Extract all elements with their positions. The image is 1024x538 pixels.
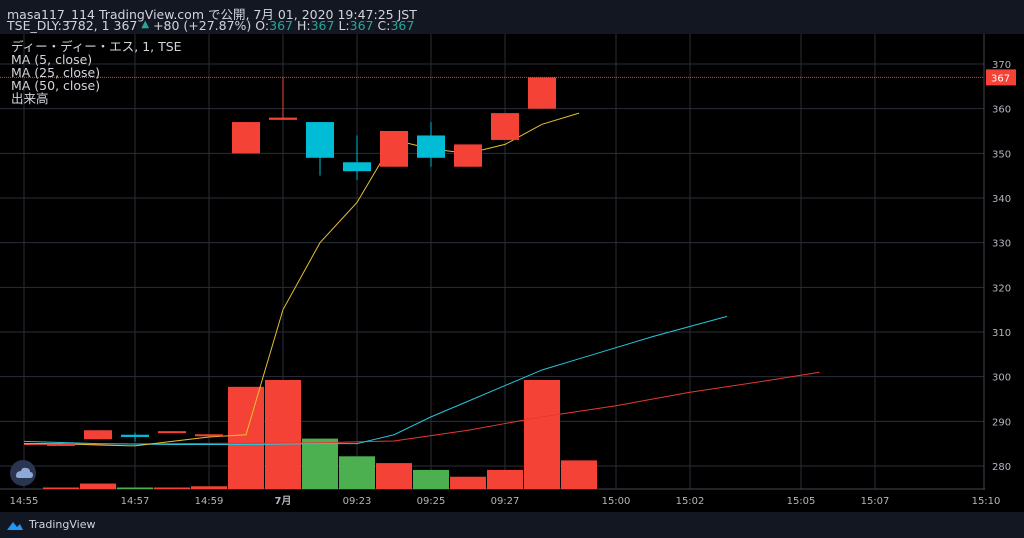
- series-title[interactable]: ディー・ディー・エス, 1, TSE: [11, 39, 182, 54]
- symbol-price: TSE_DLY:3782, 1 367: [7, 18, 138, 33]
- tradingview-brand[interactable]: TradingView: [6, 518, 95, 531]
- candle-body: [380, 131, 408, 167]
- x-tick-label: 15:10: [972, 496, 1001, 507]
- tradingview-logo-button[interactable]: [10, 460, 36, 486]
- legend-volume[interactable]: 出来高: [11, 91, 49, 106]
- x-tick-label: 09:23: [343, 496, 372, 507]
- candle-body: [232, 122, 260, 154]
- volume-bar: [228, 386, 264, 489]
- brand-label: TradingView: [29, 518, 96, 531]
- candle-body: [491, 113, 519, 140]
- x-tick-label: 15:02: [676, 496, 705, 507]
- volume-bar: [561, 460, 597, 489]
- low-value: 367: [349, 18, 374, 33]
- price-axis-bg: [985, 34, 1024, 512]
- open-value: 367: [269, 18, 293, 33]
- legend-ma25[interactable]: MA (25, close): [11, 65, 101, 80]
- x-tick-label: 14:59: [195, 496, 224, 507]
- high-label: H:: [296, 18, 311, 33]
- y-tick-label: 280: [992, 462, 1011, 473]
- volume-bar: [487, 469, 523, 489]
- ma5-line: [24, 112, 580, 447]
- ma25-line: [23, 315, 728, 446]
- y-tick-label: 300: [992, 373, 1011, 384]
- y-tick-label: 290: [992, 417, 1011, 428]
- legend-ma50[interactable]: MA (50, close): [11, 78, 101, 93]
- x-tick-label: 09:25: [417, 496, 446, 507]
- symbol-ohlc-line: TSE_DLY:3782, 1 367 ▲ +80 (+27.87%) O:36…: [7, 18, 414, 33]
- x-tick-label: 15:05: [787, 496, 816, 507]
- ma50-line: [23, 371, 820, 446]
- candle-body: [528, 77, 556, 109]
- price-chart[interactable]: 280 290 300 310 320 330 340 350 360 370 367 14:55 14…: [0, 34, 1024, 512]
- y-tick-label: 320: [992, 283, 1011, 294]
- time-axis-bg: [0, 490, 1024, 512]
- candle-body: [121, 434, 149, 437]
- candle-body: [269, 117, 297, 120]
- tradingview-logo-icon: [7, 521, 23, 530]
- candle-body: [306, 122, 334, 158]
- publish-info: masa117_114 TradingView.com で公開, 7月 01, …: [7, 7, 417, 22]
- price-change: +80 (+27.87%): [153, 18, 252, 33]
- y-tick-label: 350: [992, 149, 1011, 160]
- close-label: C:: [377, 18, 391, 33]
- high-value: 367: [310, 18, 335, 33]
- candle-body: [343, 162, 371, 172]
- volume-bar: [117, 487, 153, 489]
- last-price-badge: [986, 69, 1016, 86]
- y-tick-label: 370: [992, 60, 1011, 71]
- x-tick-label: 14:55: [10, 496, 39, 507]
- close-value: 367: [390, 18, 415, 33]
- volume-bar: [339, 456, 375, 489]
- x-tick-label: 09:27: [491, 496, 520, 507]
- indicator-legend: ディー・ディー・エス, 1, TSE MA (5, close) MA (25,…: [11, 40, 182, 105]
- x-tick-label: 15:00: [602, 496, 631, 507]
- candle-body: [84, 430, 112, 440]
- y-tick-label: 360: [992, 105, 1011, 116]
- volume-bar: [524, 380, 560, 489]
- legend-ma5[interactable]: MA (5, close): [11, 52, 93, 67]
- candle-body: [195, 434, 223, 437]
- x-tick-label: 15:07: [861, 496, 890, 507]
- candle-body: [417, 135, 445, 158]
- open-label: O:: [255, 18, 270, 33]
- volume-bar: [265, 380, 301, 489]
- candle-body: [158, 431, 186, 434]
- volume-bar: [450, 476, 486, 489]
- volume-bar: [80, 483, 116, 489]
- volume-bar: [43, 487, 79, 489]
- cloud-icon: [16, 467, 33, 478]
- y-tick-label: 330: [992, 239, 1011, 250]
- x-tick-label: 14:57: [121, 496, 150, 507]
- volume-bar: [376, 463, 412, 489]
- y-tick-label: 340: [992, 194, 1011, 205]
- volume-bar: [413, 469, 449, 489]
- low-label: L:: [338, 18, 350, 33]
- footer-bar: TradingView: [0, 512, 1024, 538]
- x-tick-label: 7月: [275, 495, 292, 507]
- y-tick-label: 310: [992, 328, 1011, 339]
- volume-bar: [302, 438, 338, 489]
- volume-bar: [154, 487, 190, 489]
- candle-body: [454, 144, 482, 167]
- last-price-label: 367: [991, 73, 1010, 84]
- chart-header: masa117_114 TradingView.com で公開, 7月 01, …: [0, 0, 1024, 34]
- up-triangle-icon: ▲: [141, 19, 150, 30]
- volume-bar: [191, 486, 227, 489]
- candle-body: [47, 443, 75, 446]
